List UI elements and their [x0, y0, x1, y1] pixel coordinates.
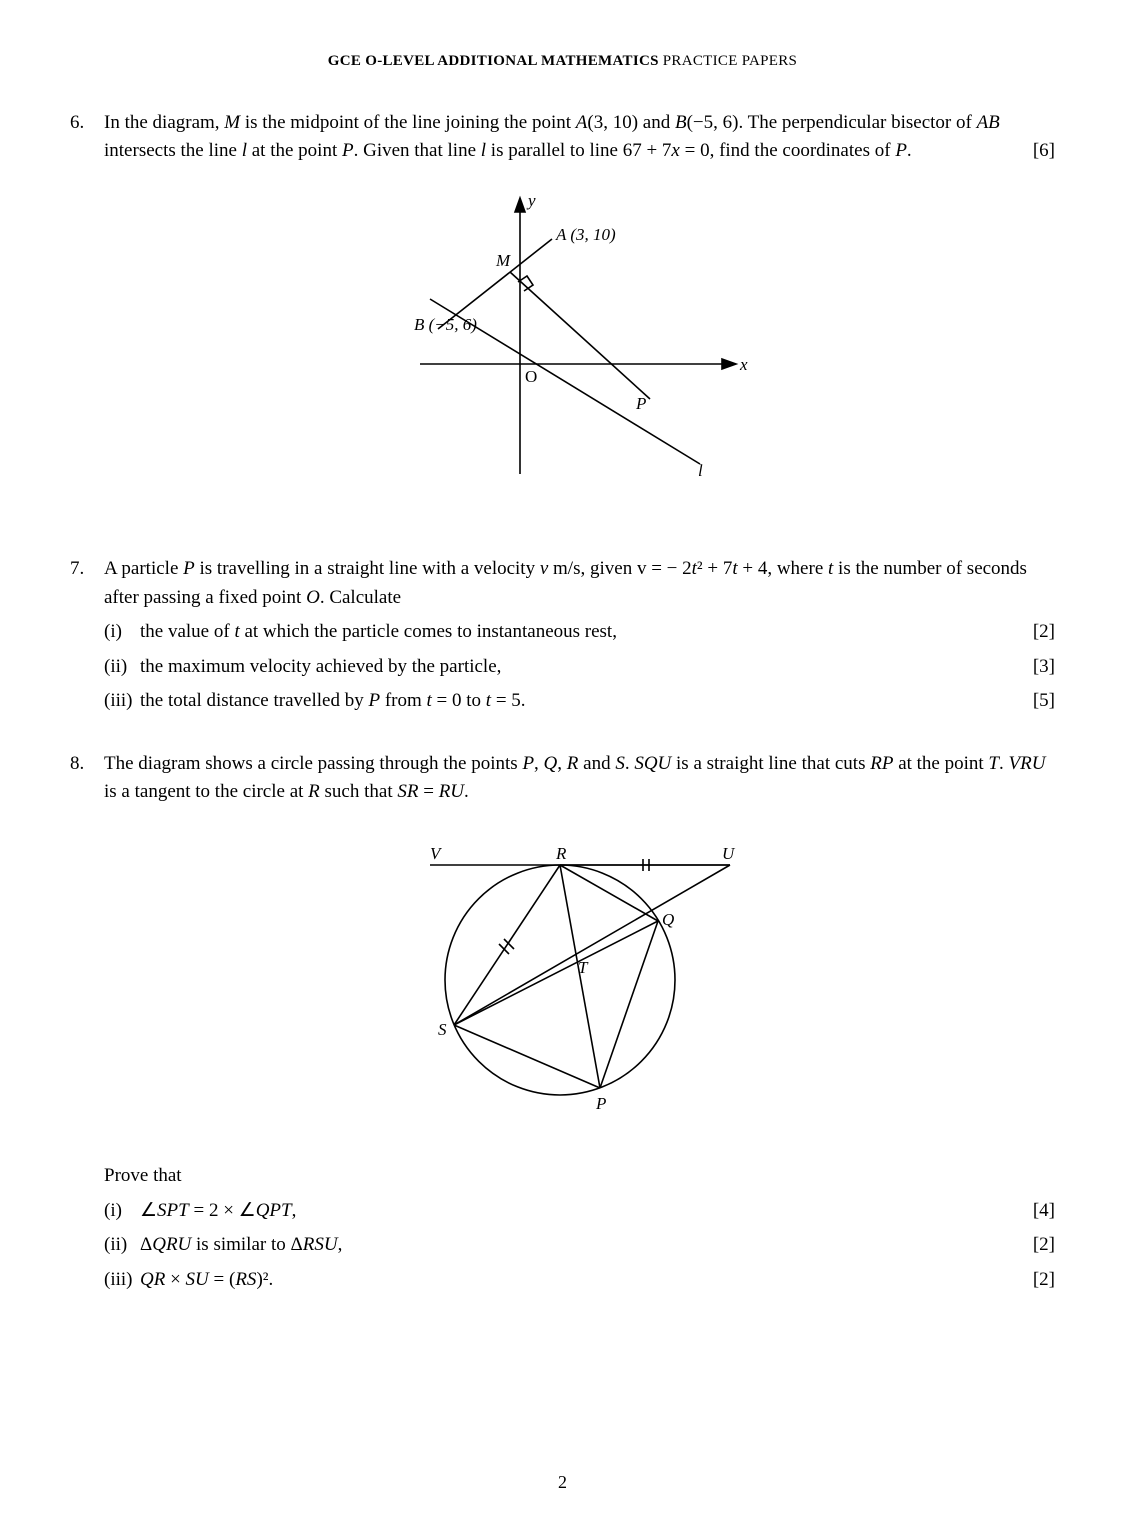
q7-number: 7.	[70, 555, 104, 716]
question-8: 8. The diagram shows a circle passing th…	[70, 750, 1055, 1295]
svg-text:A (3, 10): A (3, 10)	[555, 225, 616, 244]
q8-prove-label: Prove that	[104, 1162, 1055, 1191]
q8-part-1-marks: [2]	[1015, 1231, 1055, 1260]
q7-part-2-label: (iii)	[104, 687, 140, 716]
q8-part-0-text: ∠SPT = 2 × ∠QPT,	[140, 1197, 1015, 1226]
svg-text:Q: Q	[662, 910, 674, 929]
header-light: PRACTICE PAPERS	[659, 53, 797, 69]
q8-part-0-marks: [4]	[1015, 1197, 1055, 1226]
page-number: 2	[0, 1469, 1125, 1496]
q7-part-0-marks: [2]	[1015, 618, 1055, 647]
q8-part-1-text: ΔQRU is similar to ΔRSU,	[140, 1231, 1015, 1260]
q6-text: In the diagram, M is the midpoint of the…	[104, 109, 1055, 166]
svg-text:O: O	[525, 367, 537, 386]
svg-text:M: M	[495, 251, 511, 270]
svg-text:l: l	[698, 461, 703, 480]
q8-diagram: V R U Q T S P	[104, 825, 1055, 1135]
q6-diagram: y x O A (3, 10) B (−5, 6) M P l	[104, 184, 1055, 494]
q7-part-1-text: the maximum velocity achieved by the par…	[140, 653, 1015, 682]
q6-line1: In the diagram, M is the midpoint of the…	[104, 112, 1000, 162]
svg-text:R: R	[555, 844, 567, 863]
q8-part-2: (iii)QR × SU = (RS)².[2]	[104, 1266, 1055, 1295]
q7-part-1-label: (ii)	[104, 653, 140, 682]
q7-part-1-marks: [3]	[1015, 653, 1055, 682]
page-header: GCE O-LEVEL ADDITIONAL MATHEMATICS PRACT…	[70, 50, 1055, 73]
q7-part-2: (iii)the total distance travelled by P f…	[104, 687, 1055, 716]
header-bold: GCE O-LEVEL ADDITIONAL MATHEMATICS	[328, 53, 659, 69]
q6-number: 6.	[70, 109, 104, 522]
q7-part-0: (i)the value of t at which the particle …	[104, 618, 1055, 647]
q8-part-0-label: (i)	[104, 1197, 140, 1226]
question-7: 7. A particle P is travelling in a strai…	[70, 555, 1055, 716]
q7-intro: A particle P is travelling in a straight…	[104, 555, 1055, 612]
svg-text:U: U	[722, 844, 736, 863]
svg-text:S: S	[438, 1020, 447, 1039]
q8-part-1-label: (ii)	[104, 1231, 140, 1260]
svg-text:y: y	[526, 191, 536, 210]
svg-text:B (−5, 6): B (−5, 6)	[414, 315, 477, 334]
q8-part-0: (i)∠SPT = 2 × ∠QPT,[4]	[104, 1197, 1055, 1226]
q7-part-0-text: the value of t at which the particle com…	[140, 618, 1015, 647]
q8-part-2-text: QR × SU = (RS)².	[140, 1266, 1015, 1295]
q7-part-2-marks: [5]	[1015, 687, 1055, 716]
q7-part-0-label: (i)	[104, 618, 140, 647]
svg-text:T: T	[578, 958, 589, 977]
svg-text:V: V	[430, 844, 443, 863]
q8-part-1: (ii)ΔQRU is similar to ΔRSU,[2]	[104, 1231, 1055, 1260]
svg-text:P: P	[595, 1094, 606, 1113]
q8-intro: The diagram shows a circle passing throu…	[104, 750, 1055, 807]
q7-part-2-text: the total distance travelled by P from t…	[140, 687, 1015, 716]
q8-part-2-marks: [2]	[1015, 1266, 1055, 1295]
q8-part-2-label: (iii)	[104, 1266, 140, 1295]
q6-marks: [6]	[1033, 137, 1055, 166]
svg-text:x: x	[739, 355, 748, 374]
q7-part-1: (ii)the maximum velocity achieved by the…	[104, 653, 1055, 682]
svg-text:P: P	[635, 394, 646, 413]
question-6: 6. In the diagram, M is the midpoint of …	[70, 109, 1055, 522]
q8-number: 8.	[70, 750, 104, 1295]
